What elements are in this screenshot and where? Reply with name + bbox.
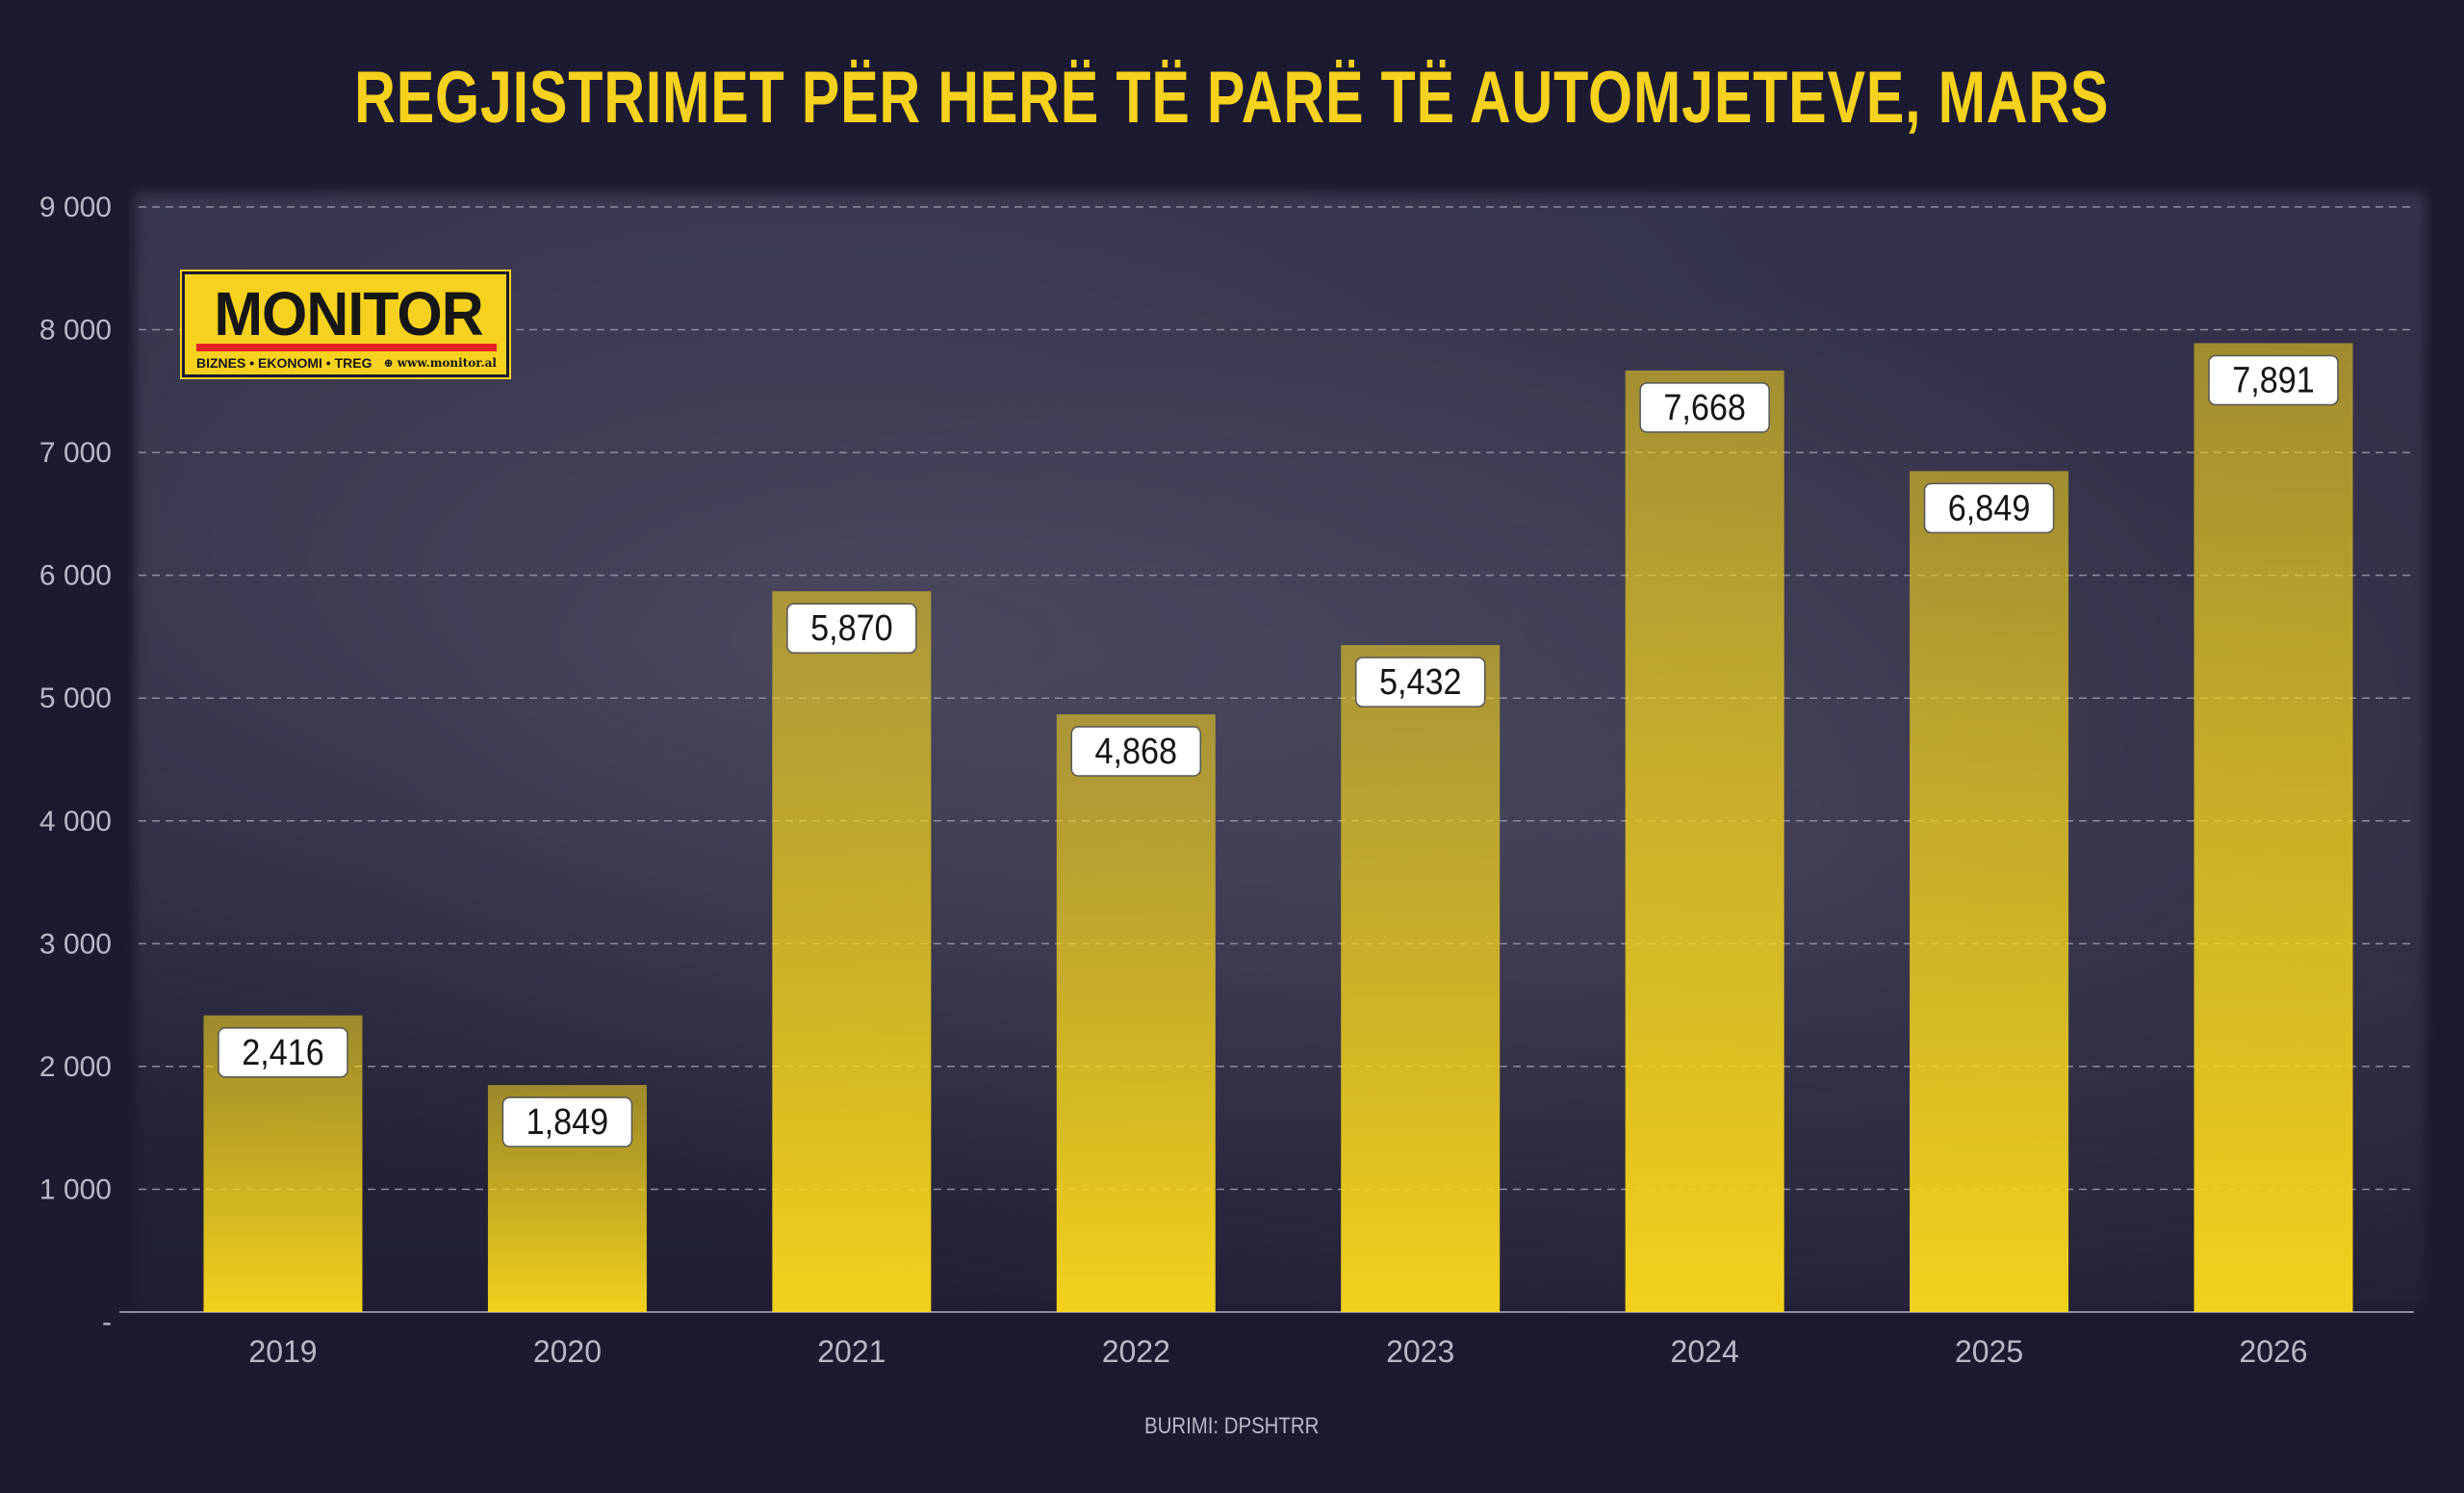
data-label-box — [501, 1096, 633, 1147]
y-tick-label: 6 000 — [39, 560, 112, 592]
x-tick-label: 2019 — [248, 1334, 317, 1369]
chart-title-text: REGJISTRIMET PËR HERË TË PARË TË AUTOMJE… — [354, 57, 2110, 139]
y-tick-label: 4 000 — [39, 806, 112, 837]
data-label: 4,868 — [1095, 730, 1178, 771]
data-label: 7,668 — [1663, 386, 1746, 427]
y-tick-label: 2 000 — [39, 1051, 112, 1083]
data-label-box — [786, 603, 917, 654]
data-label-box — [1354, 656, 1486, 708]
logo-wordmark: MONITOR — [194, 278, 502, 349]
bar-2023 — [1341, 645, 1501, 1312]
source-text: BURIMI: DPSHTRR — [1144, 1413, 1320, 1439]
bar-2022 — [1056, 714, 1216, 1312]
bar-2026 — [2194, 343, 2353, 1312]
logo-url-text: www.monitor.al — [397, 356, 497, 370]
y-tick-label: 9 000 — [39, 192, 112, 223]
data-label: 6,849 — [1948, 487, 2031, 528]
data-label-box — [1639, 382, 1770, 433]
data-label: 5,870 — [810, 607, 893, 649]
logo-name: MONITOR — [214, 279, 483, 348]
logo-url: ⊕ www.monitor.al — [383, 356, 497, 370]
data-label-box — [1070, 726, 1202, 777]
x-tick-label: 2020 — [533, 1334, 602, 1369]
chart-title: REGJISTRIMET PËR HERË TË PARË TË AUTOMJE… — [0, 56, 2464, 140]
y-tick-label: 8 000 — [39, 315, 112, 347]
source-note: BURIMI: DPSHTRR — [0, 1413, 2464, 1440]
monitor-logo: MONITOR BIZNES • EKONOMI • TREG ⊕ www.mo… — [180, 270, 511, 379]
bar-2024 — [1625, 370, 1784, 1312]
y-tick-label: - — [102, 1306, 112, 1338]
data-label-box — [1923, 482, 2055, 534]
x-tick-label: 2021 — [817, 1334, 886, 1369]
data-label: 2,416 — [242, 1031, 324, 1072]
data-label: 5,432 — [1379, 660, 1462, 702]
x-tick-label: 2024 — [1671, 1334, 1739, 1369]
logo-tagline: BIZNES • EKONOMI • TREG — [196, 355, 372, 371]
x-tick-label: 2023 — [1386, 1334, 1454, 1369]
y-tick-label: 1 000 — [39, 1173, 112, 1205]
bar-2021 — [772, 591, 932, 1312]
data-label-box — [218, 1027, 348, 1078]
y-tick-label: 5 000 — [39, 682, 112, 714]
y-tick-label: 3 000 — [39, 928, 112, 960]
x-tick-label: 2025 — [1955, 1334, 2023, 1369]
y-tick-label: 7 000 — [39, 437, 112, 469]
x-tick-label: 2026 — [2239, 1334, 2307, 1369]
data-label-box — [2208, 354, 2339, 406]
logo-red-stripe — [196, 344, 497, 351]
bar-2025 — [1910, 471, 2069, 1312]
data-label: 7,891 — [2232, 359, 2315, 400]
data-label: 1,849 — [526, 1100, 609, 1142]
x-tick-label: 2022 — [1102, 1334, 1170, 1369]
